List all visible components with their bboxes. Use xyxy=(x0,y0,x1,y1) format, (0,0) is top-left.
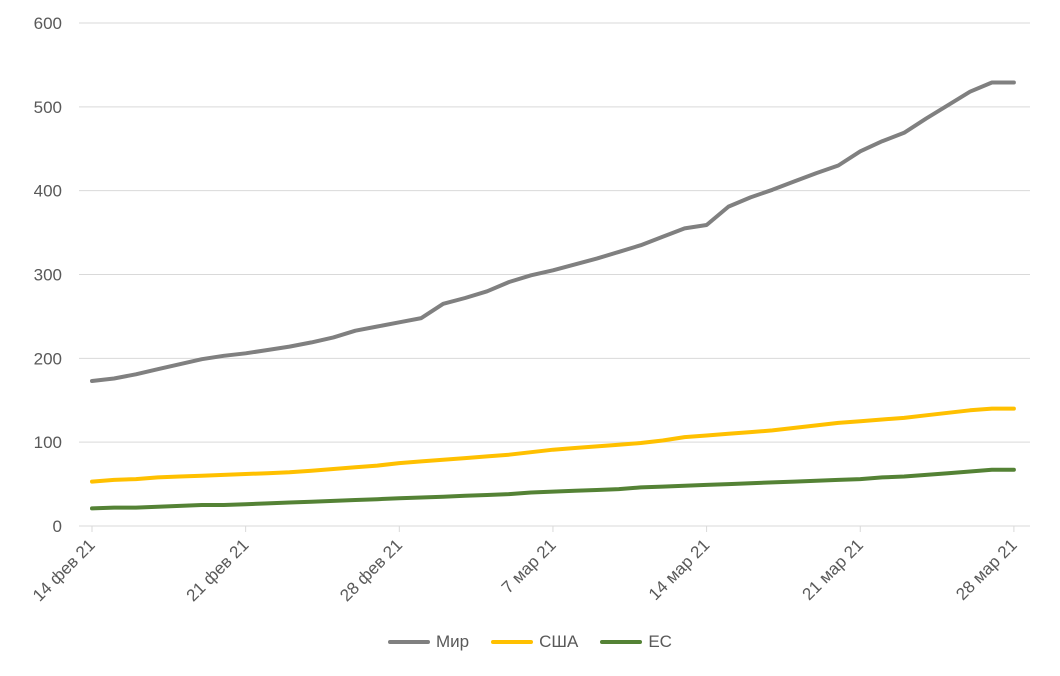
legend-item-eu: ЕС xyxy=(600,632,672,652)
legend-label-mir: Мир xyxy=(436,632,470,651)
series-lines xyxy=(90,80,1016,511)
y-tick-label: 0 xyxy=(53,517,62,536)
x-tick-label: 14 мар 21 xyxy=(645,535,714,604)
x-tick-label: 7 мар 21 xyxy=(498,535,560,597)
gridlines xyxy=(79,22,1030,443)
x-axis-ticks: 14 фев 21 21 фев 21 28 фев 21 7 мар 21 14 ма… xyxy=(29,526,1021,605)
series-line-eu xyxy=(90,467,1016,511)
line-chart: 0 100 200 300 400 500 600 14 фев 21 21 фев 21 28… xyxy=(29,14,1030,605)
y-tick-label: 600 xyxy=(34,14,62,33)
legend-label-usa: США xyxy=(539,632,579,651)
x-tick-label: 21 мар 21 xyxy=(799,535,868,604)
y-tick-label: 300 xyxy=(34,266,62,285)
legend-swatch-usa xyxy=(491,640,534,644)
legend-label-eu: ЕС xyxy=(648,632,672,651)
legend-swatch-mir xyxy=(388,640,431,644)
y-tick-label: 100 xyxy=(34,433,62,452)
legend-swatch-eu xyxy=(600,640,643,644)
x-tick-label: 28 фев 21 xyxy=(336,535,406,605)
y-tick-label: 500 xyxy=(34,98,62,117)
series-line-usa xyxy=(90,406,1016,484)
x-tick-label: 21 фев 21 xyxy=(183,535,253,605)
x-tick-label: 28 мар 21 xyxy=(952,535,1021,604)
legend: Мир США ЕС xyxy=(0,632,1060,652)
series-line-mir xyxy=(90,80,1016,383)
x-tick-label: 14 фев 21 xyxy=(29,535,99,605)
legend-item-usa: США xyxy=(491,632,578,652)
y-tick-label: 400 xyxy=(34,182,62,201)
y-axis-ticks: 0 100 200 300 400 500 600 xyxy=(34,14,62,536)
y-tick-label: 200 xyxy=(34,349,62,368)
legend-item-mir: Мир xyxy=(388,632,469,652)
